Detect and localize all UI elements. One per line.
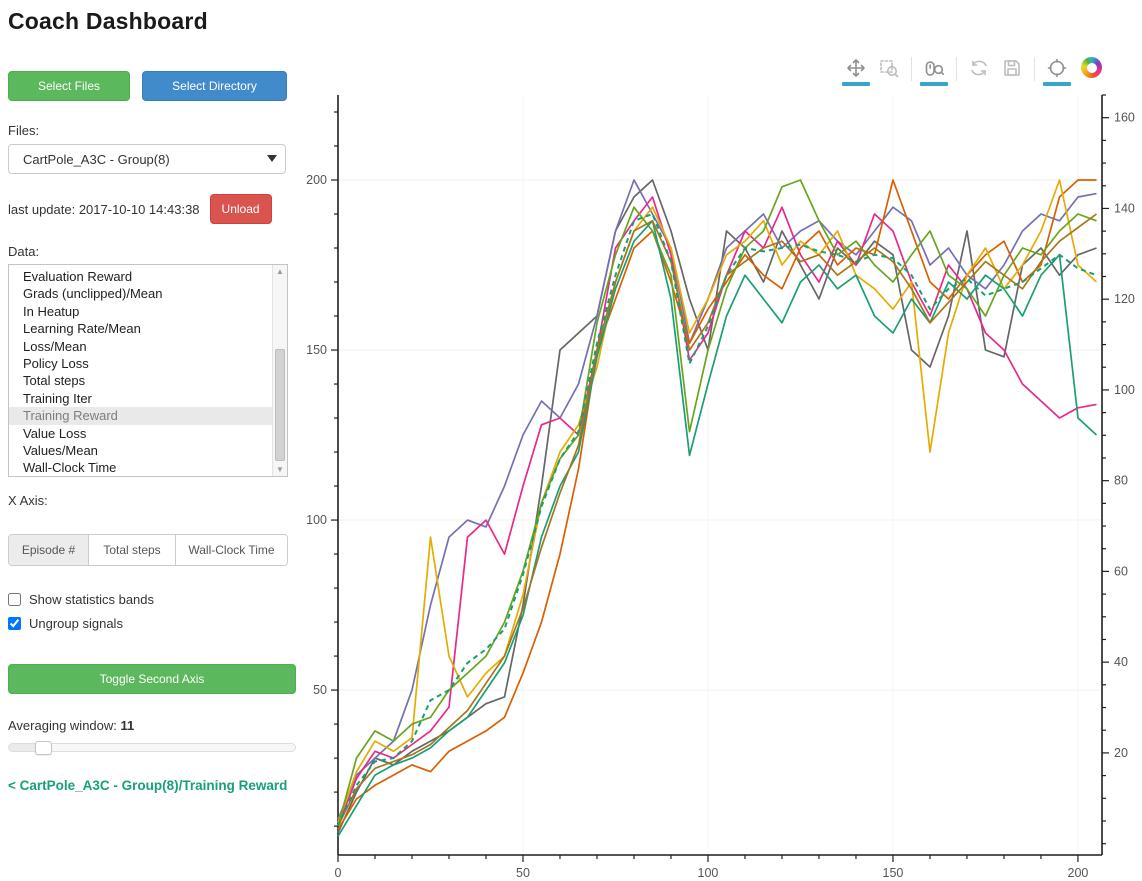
slider-handle[interactable] [35, 741, 52, 755]
data-option[interactable]: Learning Rate/Mean [23, 321, 141, 337]
hover-icon [1046, 57, 1068, 79]
checkbox-label: Ungroup signals [29, 616, 123, 631]
y2-tick-label: 80 [1114, 474, 1128, 488]
data-option[interactable]: Loss/Mean [23, 338, 87, 354]
y2-tick-label: 60 [1114, 564, 1128, 578]
data-label: Data: [8, 244, 40, 259]
training-reward-chart[interactable]: 50 100 150 200 20 40 60 80 100 120 140 160 0 50 100 150… [300, 88, 1142, 881]
x-axis-tab-wall-clock-time[interactable]: Wall-Clock Time [176, 535, 287, 565]
last-update-row: last update: 2017-10-10 14:43:38 Unload [8, 194, 300, 224]
data-option[interactable]: Wall-Clock Time [23, 460, 117, 476]
series-worker-7-brown [337, 213, 1098, 827]
tool-active-underline [965, 82, 993, 86]
signal-breadcrumb-link[interactable]: < CartPole_A3C - Group(8)/Training Rewar… [8, 778, 288, 793]
tool-active-underline [920, 82, 948, 86]
chart-panel: 50 100 150 200 20 40 60 80 100 120 140 160 0 50 100 150… [300, 0, 1142, 881]
pan-icon [845, 57, 867, 79]
averaging-window-slider[interactable] [8, 741, 296, 755]
toolbar-separator [911, 57, 912, 81]
y2-tick-label: 20 [1114, 746, 1128, 760]
tool-active-underline [998, 82, 1026, 86]
select-files-button[interactable]: Select Files [8, 71, 130, 101]
data-option[interactable]: Total steps [23, 373, 86, 389]
x-tick-label: 0 [335, 866, 342, 880]
list-scrollbar[interactable]: ▲ ▼ [272, 265, 287, 476]
x-axis-tab-group: Episode # Total steps Wall-Clock Time [8, 534, 288, 566]
scroll-up-icon[interactable]: ▲ [276, 267, 284, 276]
averaging-window-row: Averaging window: 11 [8, 718, 300, 733]
checkbox-show-statistics-bands[interactable] [8, 593, 21, 606]
bokeh-toolbar [842, 57, 1102, 86]
wheel-zoom-tool[interactable] [920, 57, 948, 86]
data-option[interactable]: Training Reward [9, 407, 287, 425]
y-tick-label: 50 [313, 683, 327, 697]
select-directory-button[interactable]: Select Directory [142, 71, 287, 101]
x-axis-tab-total-steps[interactable]: Total steps [89, 535, 176, 565]
tool-active-underline [875, 82, 903, 86]
file-buttons-row: Select Files Select Directory [8, 71, 300, 101]
series-worker-4-yellow [337, 179, 1098, 823]
x-tick-label: 200 [1068, 866, 1089, 880]
save-icon [1001, 57, 1023, 79]
checkbox-ungroup-signals[interactable] [8, 617, 21, 630]
page-title: Coach Dashboard [8, 8, 208, 34]
averaging-window-value: 11 [120, 718, 135, 733]
slider-fill [9, 744, 39, 751]
save-tool[interactable] [999, 57, 1025, 86]
options-checkboxes: Show statistics bands Ungroup signals [8, 592, 300, 631]
toolbar-separator [956, 57, 957, 81]
x-tick-label: 100 [698, 866, 719, 880]
sidebar: Coach Dashboard Select Files Select Dire… [0, 0, 300, 881]
wheel-zoom-icon [923, 57, 945, 79]
y2-tick-label: 40 [1114, 655, 1128, 669]
series-worker-5-yellowgreen [337, 179, 1097, 827]
data-listbox[interactable]: Evaluation Reward Grads (unclipped)/Mean I… [8, 264, 288, 477]
bokeh-logo-icon[interactable] [1081, 57, 1102, 78]
y2-tick-label: 140 [1114, 201, 1135, 215]
y2-tick-label: 100 [1114, 383, 1135, 397]
scroll-down-icon[interactable]: ▼ [276, 465, 284, 474]
reset-icon [968, 57, 990, 79]
tool-active-underline [842, 82, 870, 86]
checkbox-row: Ungroup signals [8, 616, 300, 631]
y-tick-label: 150 [306, 343, 327, 357]
y-tick-label: 100 [306, 513, 327, 527]
y2-tick-label: 120 [1114, 292, 1135, 306]
data-option[interactable]: Evaluation Reward [23, 269, 133, 284]
checkbox-row: Show statistics bands [8, 592, 300, 607]
files-select[interactable]: CartPole_A3C - Group(8) [8, 144, 286, 174]
data-option[interactable]: Policy Loss [23, 356, 89, 372]
data-option[interactable]: Value Loss [23, 425, 87, 441]
files-select-wrap: CartPole_A3C - Group(8) [8, 144, 286, 174]
series-worker-6-teal [337, 219, 1098, 837]
toggle-second-axis-button[interactable]: Toggle Second Axis [8, 664, 296, 694]
averaging-window-label: Averaging window: [8, 718, 117, 733]
x-tick-label: 50 [516, 866, 530, 880]
box-zoom-icon [878, 57, 900, 79]
checkbox-label: Show statistics bands [29, 592, 155, 607]
x-axis-label: X Axis: [8, 493, 48, 508]
tool-active-underline [1043, 82, 1071, 86]
data-option[interactable]: In Heatup [23, 303, 80, 319]
data-option[interactable]: Training Iter [23, 390, 92, 406]
y-tick-label: 200 [306, 173, 327, 187]
y2-tick-label: 160 [1114, 111, 1135, 125]
series-group-mean-dashed [337, 213, 1097, 827]
scroll-thumb[interactable] [275, 349, 285, 462]
files-label: Files: [8, 123, 40, 138]
x-tick-label: 150 [883, 866, 904, 880]
reset-tool[interactable] [966, 57, 992, 86]
last-update-text: last update: 2017-10-10 14:43:38 [8, 201, 200, 217]
pan-tool[interactable] [842, 57, 870, 86]
toolbar-separator [1034, 57, 1035, 81]
data-option[interactable]: Grads (unclipped)/Mean [23, 286, 163, 302]
box-zoom-tool[interactable] [876, 57, 902, 86]
data-option[interactable]: Values/Mean [23, 443, 98, 459]
unload-button[interactable]: Unload [209, 194, 272, 224]
hover-tool[interactable] [1043, 57, 1071, 86]
x-axis-tab-episode-[interactable]: Episode # [9, 535, 89, 565]
